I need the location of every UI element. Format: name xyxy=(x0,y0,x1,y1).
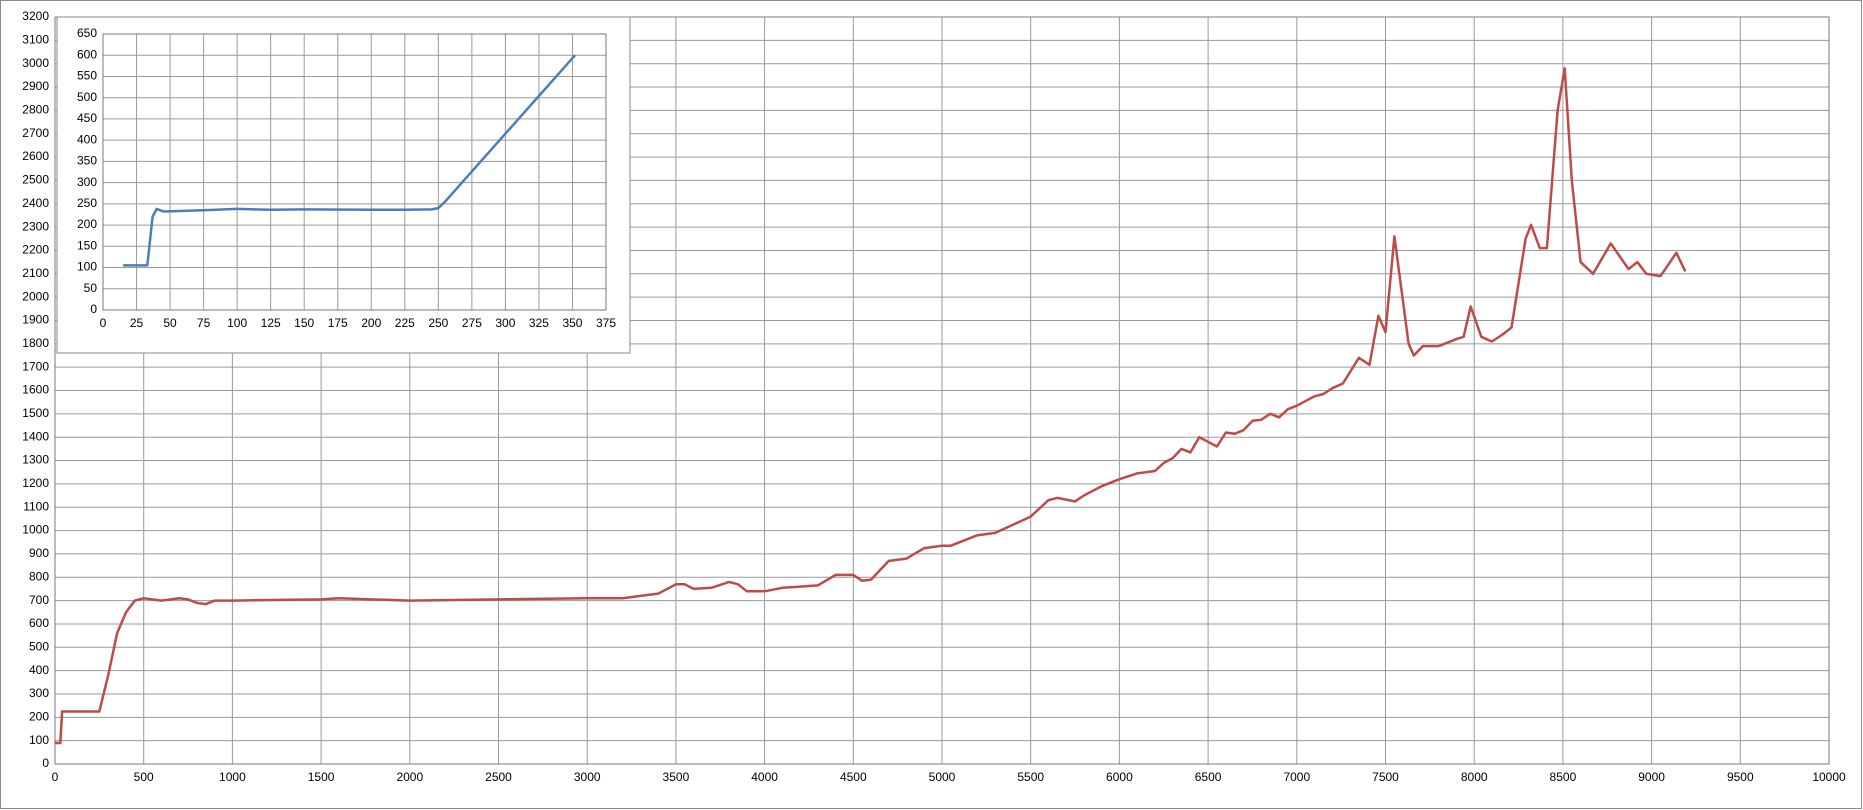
x-tick-label: 325 xyxy=(529,316,549,330)
y-tick-label: 250 xyxy=(77,196,97,210)
x-tick-label: 250 xyxy=(428,316,448,330)
y-tick-label: 200 xyxy=(29,709,49,723)
inset-border xyxy=(56,16,631,354)
x-tick-label: 9500 xyxy=(1727,770,1754,784)
y-tick-label: 100 xyxy=(29,733,49,747)
y-tick-label: 1800 xyxy=(22,336,49,350)
y-tick-label: 1500 xyxy=(22,406,49,420)
x-tick-label: 7000 xyxy=(1283,770,1310,784)
x-tick-label: 3000 xyxy=(574,770,601,784)
y-tick-label: 1100 xyxy=(23,499,49,513)
x-tick-label: 1500 xyxy=(308,770,335,784)
x-tick-label: 300 xyxy=(495,316,515,330)
y-tick-label: 3200 xyxy=(22,9,49,23)
x-tick-label: 9000 xyxy=(1638,770,1665,784)
y-tick-label: 1600 xyxy=(22,383,49,397)
data-line xyxy=(55,67,1687,745)
y-tick-label: 0 xyxy=(42,756,49,770)
x-tick-label: 500 xyxy=(134,770,154,784)
y-tick-label: 500 xyxy=(29,639,49,653)
y-tick-label: 100 xyxy=(77,260,97,274)
y-tick-label: 400 xyxy=(77,132,97,146)
y-tick-label: 2400 xyxy=(22,196,49,210)
y-tick-label: 2100 xyxy=(22,266,49,280)
y-tick-label: 600 xyxy=(29,616,49,630)
x-tick-label: 150 xyxy=(294,316,314,330)
x-tick-label: 25 xyxy=(130,316,144,330)
y-tick-label: 1300 xyxy=(22,453,49,467)
plot-frame xyxy=(102,33,607,311)
y-tick-label: 2300 xyxy=(22,219,49,233)
y-tick-label: 700 xyxy=(29,593,49,607)
y-tick-label: 2000 xyxy=(22,289,49,303)
x-tick-label: 2500 xyxy=(485,770,512,784)
y-tick-label: 2200 xyxy=(22,243,49,257)
y-tick-label: 3100 xyxy=(22,33,49,47)
x-tick-label: 8000 xyxy=(1461,770,1488,784)
y-tick-label: 650 xyxy=(77,26,97,40)
inset-chart: 0 50 100 150 200 250 300 350 400 450 500 550 600 650 0… xyxy=(77,26,616,330)
x-tick-label: 5000 xyxy=(929,770,956,784)
y-tick-label: 150 xyxy=(77,238,97,252)
x-tick-label: 200 xyxy=(361,316,381,330)
x-tick-label: 50 xyxy=(163,316,177,330)
x-tick-label: 275 xyxy=(462,316,482,330)
y-tick-label: 400 xyxy=(29,663,49,677)
y-tick-label: 2700 xyxy=(22,126,49,140)
y-tick-label: 1900 xyxy=(22,313,49,327)
y-tick-label: 600 xyxy=(77,47,97,61)
y-tick-label: 1000 xyxy=(22,523,49,537)
x-tick-label: 2000 xyxy=(396,770,423,784)
x-tick-label: 4000 xyxy=(751,770,778,784)
x-tick-label: 175 xyxy=(328,316,348,330)
plot-frame xyxy=(54,16,1830,765)
x-tick-label: 100 xyxy=(227,316,247,330)
x-tick-label: 0 xyxy=(52,770,59,784)
y-tick-label: 3000 xyxy=(22,56,49,70)
y-tick-label: 900 xyxy=(29,546,49,560)
y-tick-label: 200 xyxy=(77,217,97,231)
x-tick-label: 225 xyxy=(395,316,415,330)
y-tick-label: 800 xyxy=(29,569,49,583)
y-tick-label: 1400 xyxy=(22,429,49,443)
y-tick-label: 550 xyxy=(77,69,97,83)
x-tick-label: 5500 xyxy=(1017,770,1044,784)
x-tick-label: 7500 xyxy=(1372,770,1399,784)
x-tick-label: 8500 xyxy=(1550,770,1577,784)
y-tick-label: 0 xyxy=(90,302,97,316)
y-tick-label: 2800 xyxy=(22,103,49,117)
y-tick-label: 2900 xyxy=(22,79,49,93)
y-tick-label: 50 xyxy=(84,281,98,295)
y-tick-label: 300 xyxy=(77,175,97,189)
y-tick-label: 2500 xyxy=(22,173,49,187)
y-tick-label: 2600 xyxy=(22,149,49,163)
x-tick-label: 75 xyxy=(197,316,211,330)
x-tick-label: 0 xyxy=(100,316,107,330)
y-tick-label: 300 xyxy=(29,686,49,700)
x-tick-label: 125 xyxy=(261,316,281,330)
y-tick-label: 1700 xyxy=(22,359,49,373)
x-tick-label: 350 xyxy=(562,316,582,330)
main-chart: 0100200300400500600700800900100011001200… xyxy=(22,9,1846,784)
x-tick-label: 4500 xyxy=(840,770,867,784)
x-tick-label: 10000 xyxy=(1812,770,1846,784)
y-tick-label: 350 xyxy=(77,154,97,168)
y-tick-label: 450 xyxy=(77,111,97,125)
x-tick-label: 6500 xyxy=(1195,770,1222,784)
y-tick-label: 1200 xyxy=(22,476,49,490)
y-tick-label: 500 xyxy=(77,90,97,104)
data-line xyxy=(123,54,577,267)
x-tick-label: 3500 xyxy=(663,770,690,784)
x-tick-label: 375 xyxy=(596,316,616,330)
x-tick-label: 6000 xyxy=(1106,770,1133,784)
x-tick-label: 1000 xyxy=(219,770,246,784)
